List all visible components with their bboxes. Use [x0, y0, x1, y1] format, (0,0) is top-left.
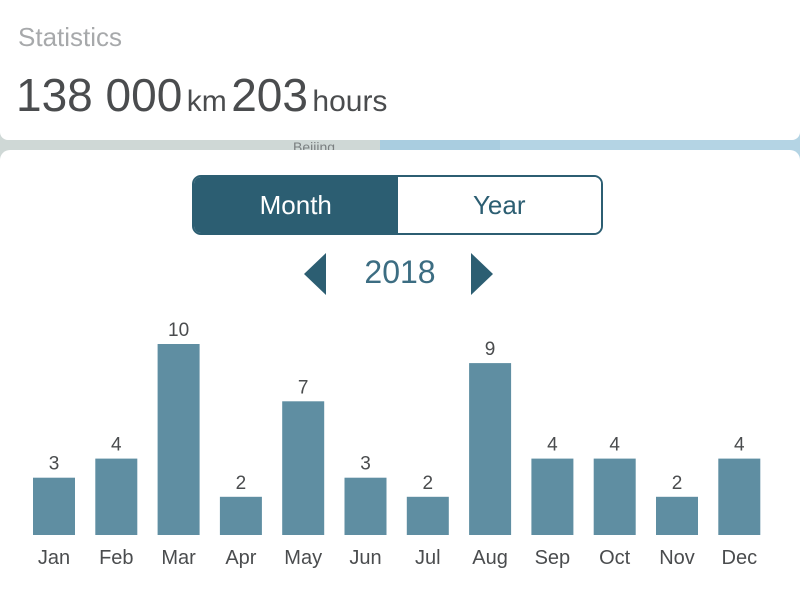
bar-jul[interactable]: [406, 496, 449, 535]
month-tick-label: Jan: [38, 547, 70, 569]
statistics-title: Statistics: [18, 22, 123, 52]
month-tick-label: Mar: [161, 547, 196, 569]
bar-value-label: 10: [168, 320, 189, 341]
bar-value-label: 7: [298, 377, 309, 398]
time-value: 203: [231, 69, 308, 121]
bar-feb[interactable]: [95, 458, 138, 535]
month-tick-label: Sep: [535, 547, 571, 569]
bar-aug[interactable]: [469, 363, 512, 535]
bar-value-label: 4: [734, 435, 745, 456]
bar-value-label: 4: [111, 435, 122, 456]
distance-unit: km: [186, 85, 227, 118]
bar-may[interactable]: [282, 401, 325, 535]
bar-value-label: 3: [49, 454, 60, 475]
month-tick-label: Nov: [659, 547, 695, 569]
bar-apr[interactable]: [219, 496, 262, 535]
month-tick-label: Oct: [599, 547, 631, 569]
bar-value-label: 2: [672, 473, 683, 494]
year-tab[interactable]: Year: [397, 177, 601, 233]
monthly-bar-chart: 3 Jan 4 Feb 10 Mar 2 Apr 7 May 3 Jun 2 Jul 9 Aug 4 Sep 4 Oc…: [33, 320, 761, 569]
bar-value-label: 2: [236, 473, 247, 494]
period-toggle: Month Year: [192, 175, 603, 235]
year-navigator: 2018: [300, 250, 500, 296]
bar-jan[interactable]: [33, 477, 75, 535]
bar-oct[interactable]: [593, 458, 636, 535]
bar-jun[interactable]: [344, 477, 387, 535]
bar-value-label: 4: [609, 435, 620, 456]
month-tick-label: Aug: [472, 547, 508, 569]
statistics-summary: 138 000 km 203 hours: [16, 68, 387, 122]
month-tick-label: Feb: [99, 547, 133, 569]
bar-mar[interactable]: [157, 344, 200, 535]
bar-value-label: 9: [485, 339, 496, 360]
bar-value-label: 2: [423, 473, 434, 494]
distance-value: 138 000: [16, 69, 183, 121]
previous-year-icon[interactable]: [304, 253, 326, 295]
bar-value-label: 4: [547, 435, 558, 456]
year-label: 2018: [364, 254, 436, 290]
time-unit: hours: [312, 85, 388, 118]
next-year-icon[interactable]: [471, 253, 493, 295]
bar-value-label: 3: [360, 454, 371, 475]
month-tick-label: Dec: [722, 547, 758, 569]
bar-nov[interactable]: [656, 496, 698, 535]
month-tick-label: Jun: [349, 547, 381, 569]
month-tick-label: Jul: [415, 547, 441, 569]
statistics-card: Statistics 138 000 km 203 hours: [0, 0, 800, 140]
month-tick-label: Apr: [225, 547, 256, 569]
bar-sep[interactable]: [531, 458, 574, 535]
month-tick-label: May: [284, 547, 322, 569]
bar-dec[interactable]: [718, 458, 761, 535]
month-tab[interactable]: Month: [194, 177, 398, 233]
